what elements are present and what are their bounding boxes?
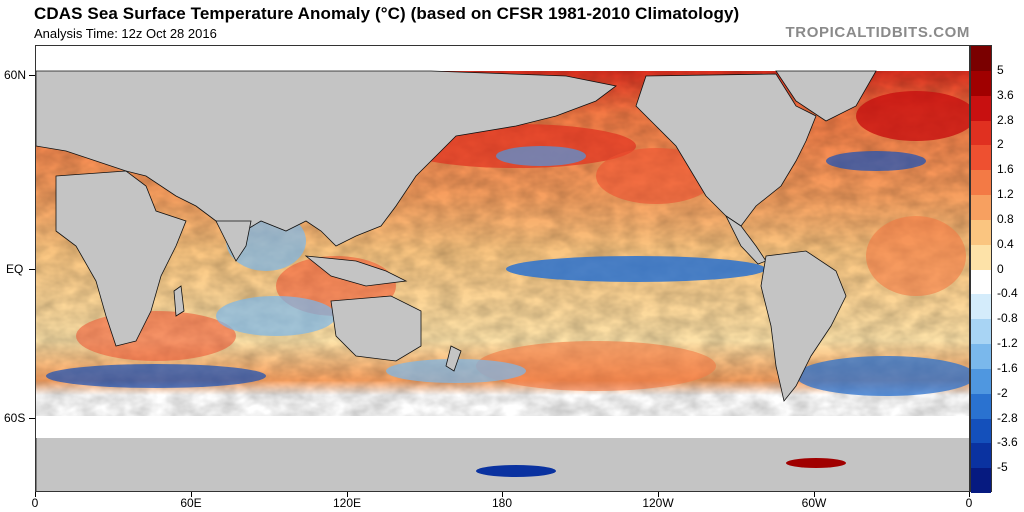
colorbar-segment bbox=[971, 145, 991, 171]
colorbar-segment bbox=[971, 443, 991, 469]
lon-label-180: 180 bbox=[491, 496, 513, 510]
ross-sea-cold bbox=[476, 465, 556, 477]
colorbar-label: 5 bbox=[997, 62, 1004, 77]
colorbar-segment bbox=[971, 120, 991, 146]
maritime-continent bbox=[304, 255, 408, 287]
map-title: CDAS Sea Surface Temperature Anomaly (°C… bbox=[34, 4, 740, 23]
lat-label-eq: EQ bbox=[6, 262, 24, 276]
land-masses bbox=[36, 70, 969, 491]
colorbar bbox=[970, 45, 992, 494]
colorbar-segment bbox=[971, 468, 991, 494]
cool-anomaly bbox=[506, 256, 766, 282]
lon-tick bbox=[658, 492, 659, 497]
lon-tick bbox=[814, 492, 815, 497]
greenland bbox=[775, 70, 877, 122]
colorbar-segment bbox=[971, 368, 991, 395]
colorbar-label: 1.2 bbox=[997, 187, 1014, 201]
lon-label-60e: 60E bbox=[180, 496, 202, 510]
colorbar-label: -2.8 bbox=[997, 410, 1018, 425]
warm-anomaly bbox=[866, 216, 966, 296]
lat-label-60n: 60N bbox=[4, 68, 27, 82]
colorbar-label: 3.6 bbox=[997, 87, 1014, 102]
colorbar-segment bbox=[971, 70, 991, 97]
colorbar-label: 0.8 bbox=[997, 211, 1014, 226]
lat-tick bbox=[29, 269, 35, 270]
colorbar-segment bbox=[971, 244, 991, 270]
colorbar-label: 2 bbox=[997, 137, 1004, 152]
colorbar-segment bbox=[971, 319, 991, 345]
australia bbox=[330, 295, 422, 362]
lon-tick bbox=[35, 492, 36, 497]
colorbar-label: 0 bbox=[997, 261, 1004, 276]
colorbar-label: -3.6 bbox=[997, 435, 1018, 450]
colorbar-label: 2.8 bbox=[997, 112, 1014, 127]
lon-label-120e: 120E bbox=[332, 496, 362, 510]
weddell-sea-warm bbox=[786, 458, 846, 468]
colorbar-segment bbox=[971, 46, 991, 72]
cool-anomaly bbox=[496, 146, 586, 166]
cool-anomaly bbox=[216, 296, 336, 336]
lon-label-0-east: 0 bbox=[965, 496, 973, 510]
colorbar-segment bbox=[971, 294, 991, 320]
colorbar-segment bbox=[971, 170, 991, 196]
sea-ice-south bbox=[36, 416, 969, 438]
warm-anomaly bbox=[856, 91, 969, 141]
lon-tick bbox=[502, 492, 503, 497]
brand-watermark: TROPICALTIDBITS.COM bbox=[785, 24, 970, 41]
lon-tick bbox=[969, 492, 970, 497]
south-america bbox=[760, 250, 847, 402]
colorbar-label: -0.4 bbox=[997, 286, 1018, 301]
map-canvas bbox=[36, 70, 969, 491]
lat-label-60s: 60S bbox=[4, 411, 26, 425]
colorbar-label: -2 bbox=[997, 385, 1008, 400]
madagascar bbox=[173, 285, 185, 317]
north-america bbox=[635, 73, 817, 227]
new-zealand bbox=[445, 345, 462, 372]
lon-label-120w: 120W bbox=[642, 496, 674, 510]
eurasia bbox=[36, 70, 617, 247]
lon-label-0: 0 bbox=[31, 496, 39, 510]
colorbar-label: -1.2 bbox=[997, 336, 1018, 350]
india bbox=[215, 220, 252, 262]
colorbar-segment bbox=[971, 418, 991, 444]
lat-tick bbox=[29, 75, 35, 76]
colorbar-segment bbox=[971, 195, 991, 221]
colorbar-label: -0.8 bbox=[997, 311, 1018, 326]
colorbar-segment bbox=[971, 393, 991, 419]
cool-anomaly bbox=[826, 151, 926, 171]
colorbar-segment bbox=[971, 95, 991, 121]
colorbar-label: 1.6 bbox=[997, 162, 1014, 177]
colorbar-segment bbox=[971, 269, 991, 295]
warm-anomaly bbox=[76, 311, 236, 361]
cool-anomaly bbox=[46, 364, 266, 388]
colorbar-label: -5 bbox=[997, 460, 1008, 475]
africa bbox=[55, 170, 187, 347]
cool-anomaly bbox=[796, 356, 969, 396]
lon-tick bbox=[191, 492, 192, 497]
cool-anomaly bbox=[386, 359, 526, 383]
colorbar-label: 0.4 bbox=[997, 236, 1014, 251]
lat-tick bbox=[29, 418, 35, 419]
lon-label-60w: 60W bbox=[801, 496, 827, 510]
lon-tick bbox=[347, 492, 348, 497]
warm-anomaly bbox=[476, 341, 716, 391]
colorbar-segment bbox=[971, 219, 991, 246]
sst-anomaly-map bbox=[35, 45, 970, 492]
colorbar-segment bbox=[971, 344, 991, 370]
colorbar-label: -1.6 bbox=[997, 360, 1018, 375]
analysis-time: Analysis Time: 12z Oct 28 2016 bbox=[34, 26, 217, 41]
